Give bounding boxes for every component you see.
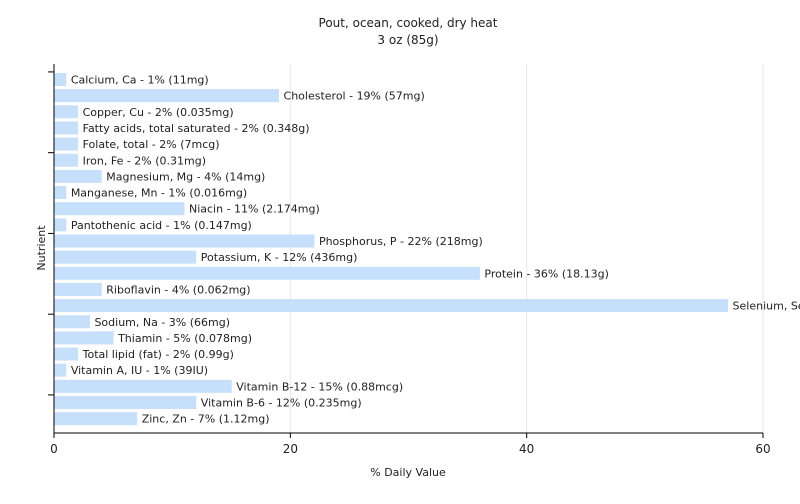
bar xyxy=(55,364,67,377)
bar-label: Niacin - 11% (2.174mg) xyxy=(189,203,320,216)
bar xyxy=(55,315,90,328)
bar-label: Zinc, Zn - 7% (1.12mg) xyxy=(142,413,270,426)
bar xyxy=(55,202,185,215)
bar-label: Thiamin - 5% (0.078mg) xyxy=(117,332,252,345)
bar xyxy=(55,170,102,183)
x-tick-label: 40 xyxy=(519,442,534,456)
bar-label: Potassium, K - 12% (436mg) xyxy=(201,251,358,264)
bar xyxy=(55,283,102,296)
bar xyxy=(55,267,480,280)
bar xyxy=(55,380,232,393)
bar xyxy=(55,73,67,86)
y-axis-label: Nutrient xyxy=(35,225,48,271)
bar xyxy=(55,396,197,409)
bar xyxy=(55,235,315,248)
bar xyxy=(55,331,114,344)
chart-title: Pout, ocean, cooked, dry heat xyxy=(319,16,498,30)
bar xyxy=(55,121,79,134)
grid xyxy=(290,64,763,433)
bar-label: Manganese, Mn - 1% (0.016mg) xyxy=(71,187,247,200)
bar-label: Sodium, Na - 3% (66mg) xyxy=(94,316,230,329)
bar xyxy=(55,348,79,361)
bar-label: Phosphorus, P - 22% (218mg) xyxy=(319,235,483,248)
bar xyxy=(55,299,729,312)
bar-label: Iron, Fe - 2% (0.31mg) xyxy=(83,154,206,167)
bar-label: Vitamin B-6 - 12% (0.235mg) xyxy=(201,397,362,410)
bar-label: Riboflavin - 4% (0.062mg) xyxy=(106,283,250,296)
bar-label: Calcium, Ca - 1% (11mg) xyxy=(71,74,209,87)
bar-label: Cholesterol - 19% (57mg) xyxy=(284,90,425,103)
x-tick-label: 20 xyxy=(283,442,298,456)
bar xyxy=(55,154,79,167)
x-tick-label: 0 xyxy=(50,442,58,456)
bar xyxy=(55,186,67,199)
bar-label: Pantothenic acid - 1% (0.147mg) xyxy=(71,219,252,232)
x-axis-label: % Daily Value xyxy=(370,466,446,479)
bar-label: Magnesium, Mg - 4% (14mg) xyxy=(106,170,265,183)
bar-label: Total lipid (fat) - 2% (0.99g) xyxy=(82,348,234,361)
bar-label: Protein - 36% (18.13g) xyxy=(484,267,609,280)
chart-subtitle: 3 oz (85g) xyxy=(377,33,438,47)
bar-label: Fatty acids, total saturated - 2% (0.348… xyxy=(83,122,310,135)
bar-label: Selenium, Se - 57% (39.8mcg) xyxy=(733,300,800,313)
x-tick-label: 60 xyxy=(755,442,770,456)
bar xyxy=(55,105,79,118)
bar xyxy=(55,412,138,425)
bar-label: Vitamin A, IU - 1% (39IU) xyxy=(71,364,208,377)
bar-label: Copper, Cu - 2% (0.035mg) xyxy=(83,106,234,119)
bar xyxy=(55,218,67,231)
bar-label: Folate, total - 2% (7mcg) xyxy=(83,138,220,151)
bar xyxy=(55,138,79,151)
bar xyxy=(55,89,280,102)
bar-label: Vitamin B-12 - 15% (0.88mcg) xyxy=(236,380,403,393)
bars: Calcium, Ca - 1% (11mg) Cholesterol - 19%… xyxy=(55,73,800,426)
bar xyxy=(55,251,197,264)
